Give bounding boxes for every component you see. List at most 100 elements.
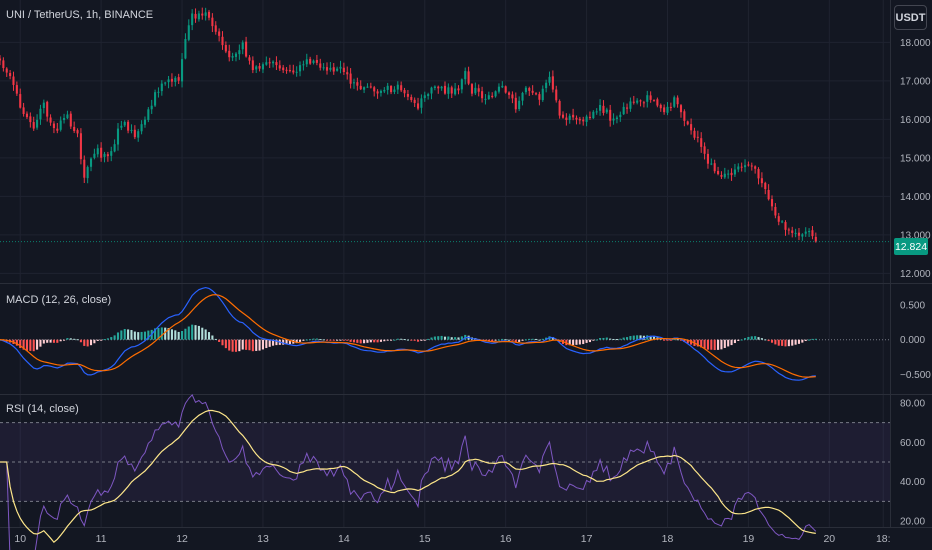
rsi-axis-tick-label: 20.00 [900, 517, 925, 528]
candle-body [811, 230, 814, 237]
macd-histogram-bar [585, 339, 588, 343]
candle [551, 70, 554, 93]
macd-histogram-bar [740, 339, 743, 341]
candle [255, 65, 258, 74]
macd-histogram-bar [754, 336, 757, 340]
candle-body [626, 107, 629, 109]
macd-histogram-bar [116, 332, 120, 340]
candle-body [737, 166, 740, 170]
candle-body [433, 86, 436, 88]
quote-currency-button[interactable]: USDT [894, 5, 927, 30]
candle-body [224, 45, 227, 52]
candle [342, 62, 345, 76]
macd-histogram-bar [339, 339, 342, 341]
candle-body [228, 50, 231, 58]
macd-histogram-bar [167, 328, 170, 340]
candle-body [727, 173, 730, 175]
candle-body [332, 67, 335, 72]
candle [433, 85, 436, 91]
candle-body [164, 82, 167, 84]
candle [103, 151, 106, 163]
macd-histogram-bar [545, 337, 548, 340]
candle-body [730, 172, 733, 176]
macd-histogram-bar [622, 337, 625, 340]
candle [528, 86, 531, 96]
candle [652, 99, 656, 102]
candle-body [170, 78, 173, 82]
candle [582, 116, 585, 126]
candle [181, 53, 184, 88]
candle-body [295, 71, 298, 73]
candle-body [56, 128, 59, 131]
candle-body [349, 73, 352, 84]
candle [690, 118, 693, 135]
candle [336, 66, 339, 72]
candle-body [363, 87, 366, 90]
candle [113, 139, 116, 153]
candle [534, 92, 538, 96]
macd-histogram-bar [181, 331, 184, 340]
candle [514, 92, 517, 113]
candle [797, 228, 801, 241]
candle [29, 112, 32, 128]
candle [619, 111, 622, 122]
candle [561, 111, 565, 119]
macd-histogram-bar [770, 339, 774, 343]
macd-pane [0, 286, 890, 381]
macd-histogram-bar [416, 339, 420, 342]
macd-histogram-bar [140, 331, 143, 340]
candle [649, 91, 652, 103]
candle-body [416, 103, 420, 109]
candle-body [467, 71, 470, 84]
macd-histogram-bar [241, 339, 244, 350]
candle [322, 63, 325, 71]
candle-body [336, 68, 339, 71]
candle-body [690, 124, 693, 131]
macd-histogram-bar [794, 339, 797, 345]
candle [599, 99, 602, 116]
macd-histogram-bar [197, 325, 200, 340]
candle [346, 66, 349, 80]
macd-histogram-bar [113, 335, 116, 340]
candle-body [315, 59, 318, 63]
macd-histogram-bar [723, 339, 726, 348]
macd-histogram-bar [83, 339, 86, 346]
candle-body [261, 64, 264, 70]
candle-body [754, 166, 757, 169]
rsi-axis-tick-label: 40.00 [900, 477, 925, 488]
macd-histogram-bar [295, 339, 298, 344]
candle-body [565, 117, 568, 120]
macd-histogram-bar [46, 339, 49, 343]
candle [524, 85, 527, 95]
candle-body [561, 114, 565, 118]
candle-body [551, 76, 554, 90]
candle [774, 203, 777, 219]
price-axis-tick-label: 16.000 [900, 115, 931, 126]
macd-histogram-bar [403, 339, 406, 341]
candle [406, 89, 409, 101]
candle-body [764, 182, 767, 190]
candle-body [572, 114, 575, 118]
macd-histogram-bar [288, 339, 291, 344]
macd-histogram-bar [184, 328, 187, 340]
macd-histogram-bar [248, 339, 251, 351]
macd-histogram-bar [413, 339, 416, 341]
candle-body [568, 115, 571, 120]
macd-histogram-bar [521, 339, 524, 341]
candle-body [221, 36, 224, 46]
time-axis-tick-label: 12 [176, 533, 188, 545]
candle [315, 54, 318, 66]
macd-histogram-bar [646, 335, 649, 340]
macd-histogram-bar [282, 339, 285, 345]
macd-histogram-bar [443, 336, 447, 340]
candle [794, 228, 797, 238]
candle-body [629, 101, 632, 109]
candle-body [319, 63, 322, 68]
candle-body [214, 25, 217, 32]
macd-histogram-bar [767, 339, 770, 342]
candle [487, 91, 490, 100]
candle-body [470, 84, 474, 94]
candle-body [514, 97, 517, 110]
macd-histogram-bar [393, 339, 396, 341]
